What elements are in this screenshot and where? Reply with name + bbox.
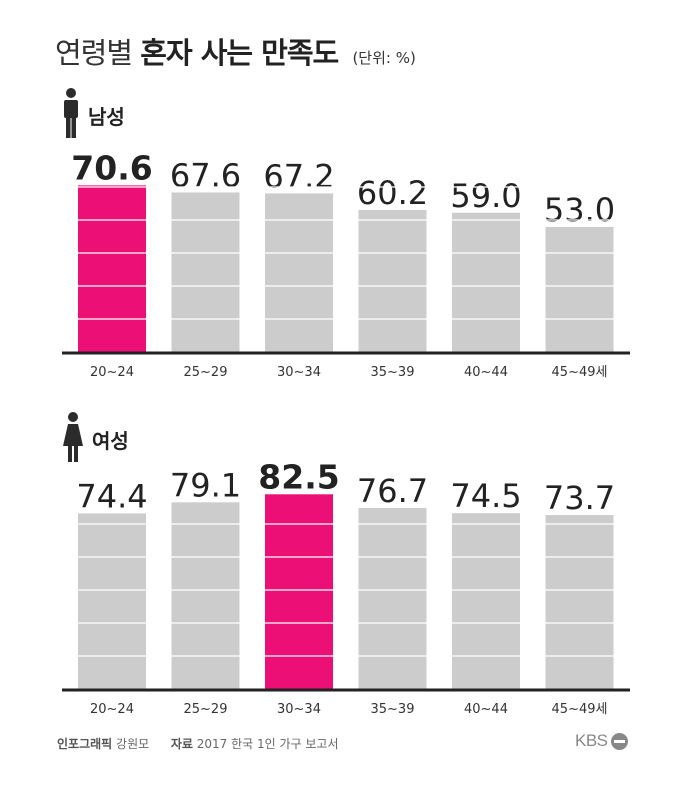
- category-label: 25~29: [184, 702, 228, 717]
- bar-20~24: [78, 185, 146, 352]
- value-label: 59.0: [450, 177, 521, 215]
- bar-40~44: [452, 513, 520, 689]
- chart-female: 74.4 20~24 79.1 25~29 82.5 30~34 76.7 35~39 74.5…: [0, 445, 693, 725]
- female-label: 여성: [92, 428, 129, 453]
- category-label: 25~29: [184, 365, 228, 380]
- category-label: 20~24: [90, 702, 134, 717]
- bar-35~39: [358, 507, 427, 689]
- chart-title: 연령별 혼자 사는 만족도 (단위: %): [55, 30, 416, 72]
- value-label: 53.0: [544, 191, 615, 229]
- kbs-brand-text: KBS: [575, 731, 608, 750]
- bar-25~29: [171, 192, 240, 352]
- kbs-logo-icon: [610, 732, 628, 750]
- bar-35~39: [358, 209, 427, 352]
- title-part1: 연령별: [55, 36, 133, 70]
- category-label: 30~34: [277, 365, 321, 380]
- value-label: 73.7: [544, 479, 615, 517]
- bar-25~29: [171, 502, 240, 689]
- chart-male-svg: 70.6 20~24 67.6 25~29 67.2 30~34 60.2 35~39 59.0…: [62, 148, 630, 380]
- value-label: 76.7: [357, 472, 428, 510]
- bar-30~34: [265, 193, 333, 352]
- footer-credit: 인포그래픽 강원모 자료 2017 한국 1인 가구 보고서: [57, 735, 339, 752]
- male-icon: [62, 88, 80, 142]
- category-label: 30~34: [277, 702, 321, 717]
- value-label: 67.6: [170, 156, 241, 194]
- value-label: 82.5: [258, 457, 339, 496]
- chart-female-svg: 74.4 20~24 79.1 25~29 82.5 30~34 76.7 35~39 74.5…: [62, 457, 630, 717]
- bar-45~49세: [545, 226, 614, 352]
- category-label: 20~24: [90, 365, 134, 380]
- value-label: 74.4: [76, 477, 147, 515]
- footer-credit-label: 인포그래픽: [57, 737, 113, 751]
- value-label: 79.1: [170, 466, 241, 504]
- category-label: 35~39: [371, 702, 415, 717]
- category-label: 45~49세: [552, 702, 608, 717]
- value-label: 70.6: [71, 148, 152, 187]
- section-male-header: 남성: [62, 88, 125, 142]
- footer-source-label: 자료: [170, 737, 193, 751]
- value-label: 74.5: [450, 477, 521, 515]
- male-label: 남성: [88, 104, 125, 129]
- category-label: 40~44: [464, 702, 508, 717]
- bar-45~49세: [545, 515, 614, 689]
- kbs-logo: KBS: [575, 731, 628, 751]
- footer-source-text: 2017 한국 1인 가구 보고서: [196, 737, 339, 751]
- category-label: 45~49세: [552, 365, 608, 380]
- footer-credit-name: 강원모: [116, 737, 150, 751]
- category-label: 35~39: [371, 365, 415, 380]
- value-label: 67.2: [263, 157, 334, 195]
- bar-40~44: [452, 212, 520, 352]
- bar-20~24: [78, 513, 146, 689]
- value-label: 60.2: [357, 174, 428, 212]
- title-part2: 혼자 사는 만족도: [140, 36, 339, 70]
- title-unit: (단위: %): [352, 49, 416, 67]
- chart-male: 70.6 20~24 67.6 25~29 67.2 30~34 60.2 35~39 59.0…: [0, 140, 693, 390]
- category-label: 40~44: [464, 365, 508, 380]
- female-icon: [62, 412, 84, 466]
- section-female-header: 여성: [62, 412, 129, 466]
